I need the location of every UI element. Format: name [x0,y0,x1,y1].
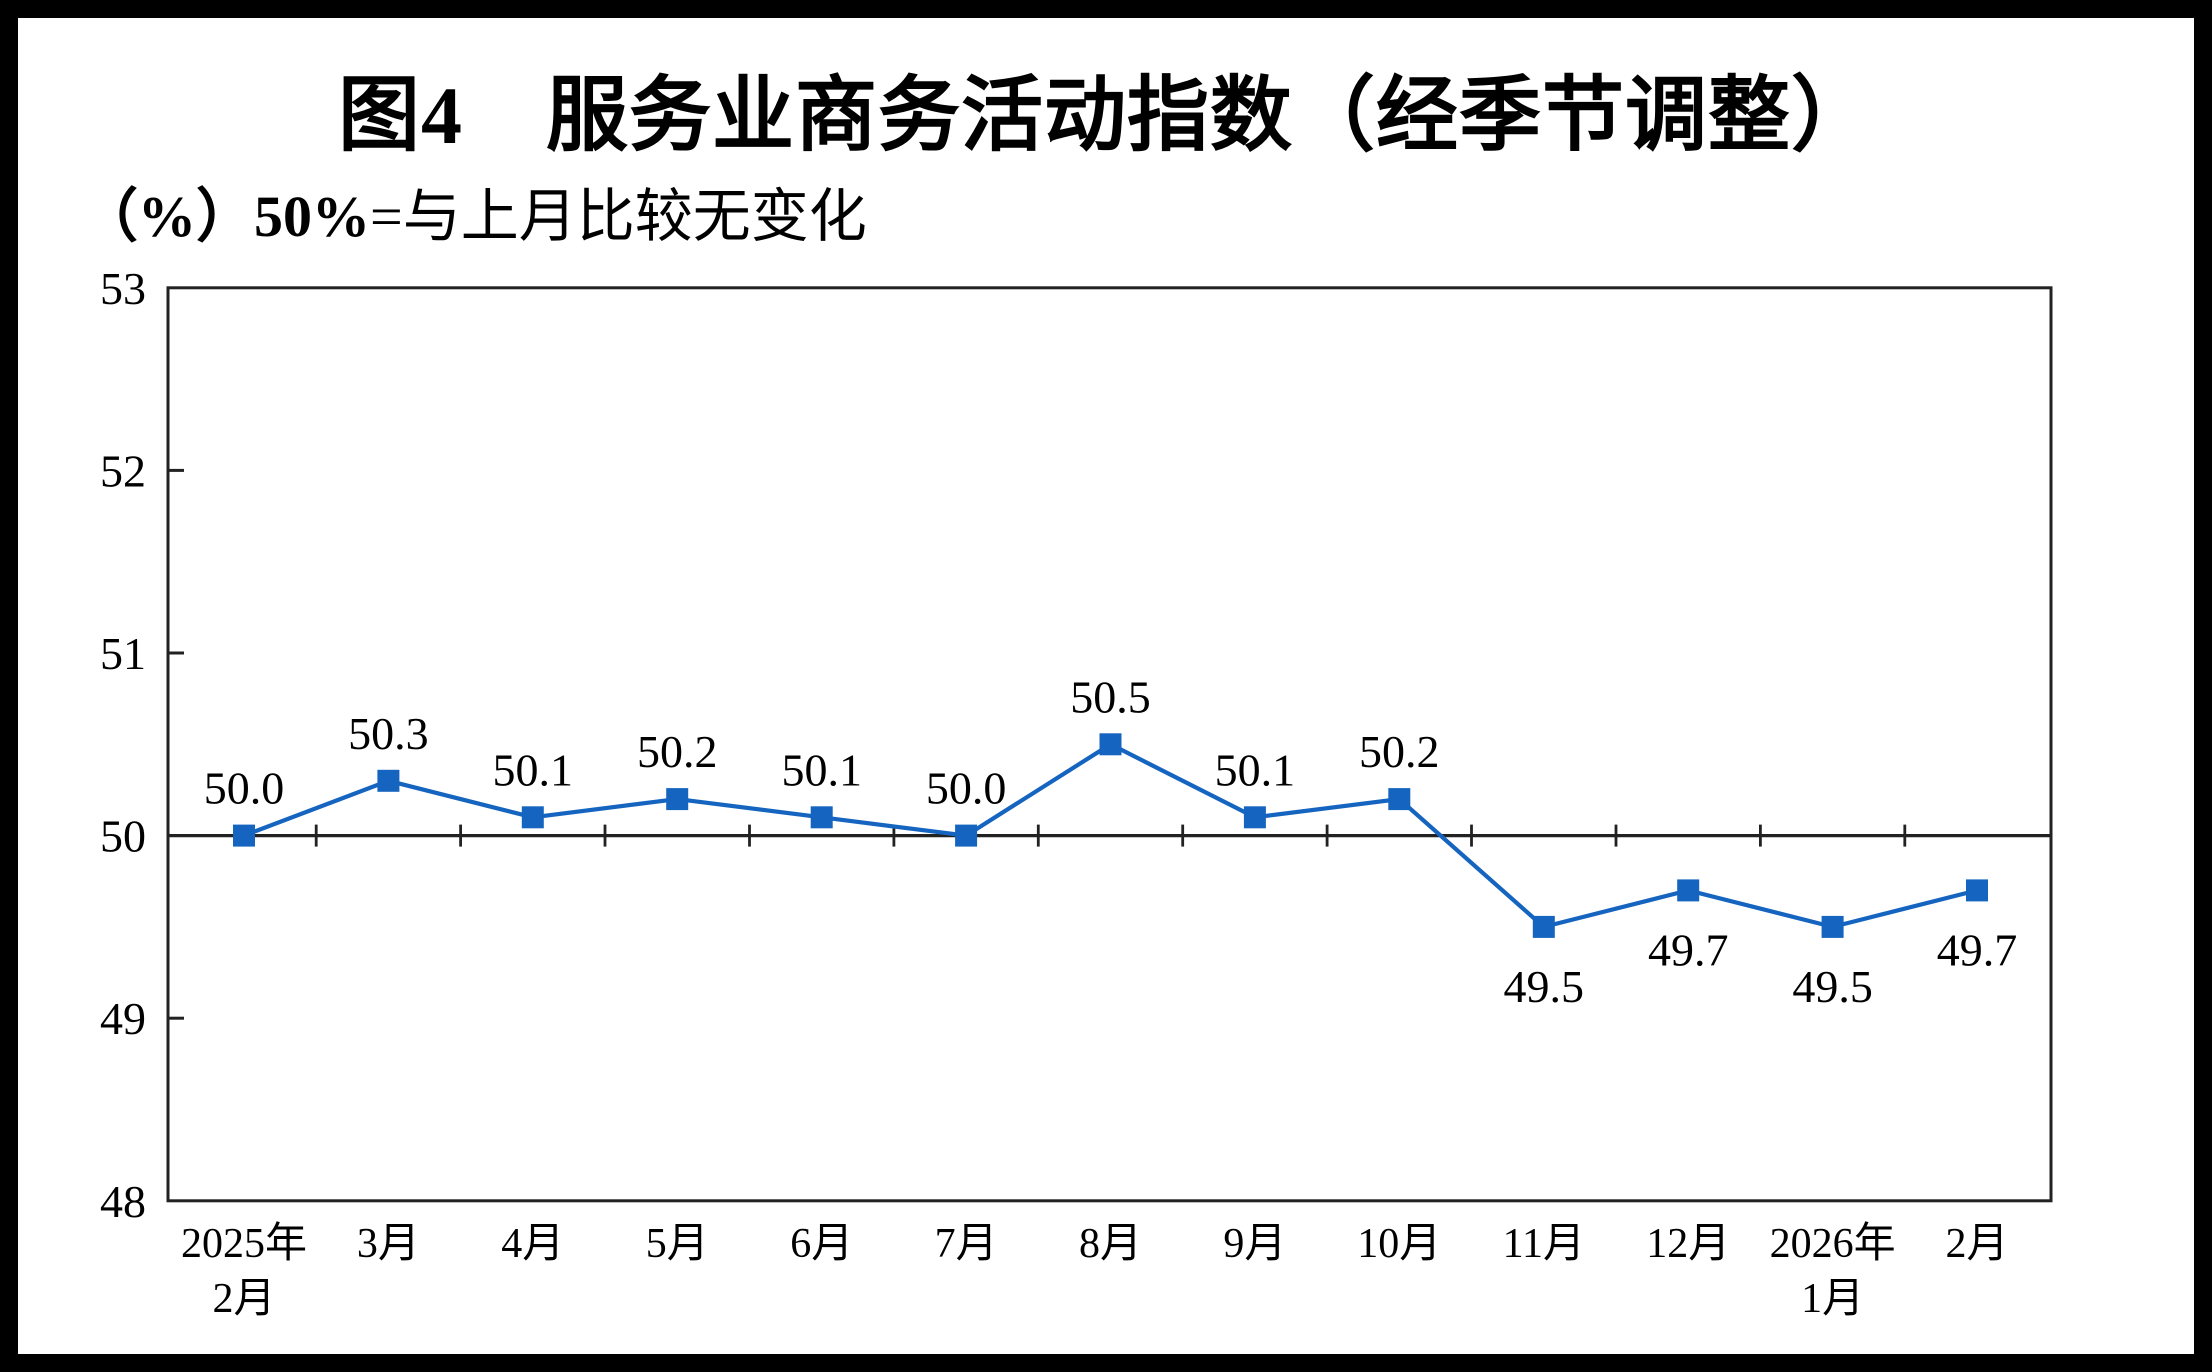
svg-text:50.1: 50.1 [1215,744,1296,795]
svg-text:49.7: 49.7 [1648,924,1729,975]
svg-text:2025年: 2025年 [181,1220,307,1267]
svg-text:50.3: 50.3 [348,708,429,759]
svg-text:51: 51 [100,628,146,679]
svg-text:8月: 8月 [1079,1221,1142,1267]
svg-text:49.5: 49.5 [1504,961,1585,1012]
svg-text:2026年: 2026年 [1770,1220,1896,1267]
svg-text:9月: 9月 [1223,1221,1286,1267]
svg-text:12月: 12月 [1646,1221,1730,1267]
svg-text:53: 53 [100,263,146,314]
svg-text:49.5: 49.5 [1792,961,1873,1012]
svg-text:49.7: 49.7 [1937,924,2018,975]
svg-text:4月: 4月 [501,1221,564,1267]
svg-text:3月: 3月 [357,1221,420,1267]
svg-text:7月: 7月 [935,1221,998,1267]
svg-text:49: 49 [100,993,146,1044]
svg-text:50.5: 50.5 [1070,671,1151,722]
svg-text:1月: 1月 [1801,1276,1864,1322]
svg-text:50.1: 50.1 [781,744,862,795]
svg-text:50.2: 50.2 [637,726,718,777]
svg-text:50.0: 50.0 [926,763,1007,814]
svg-text:52: 52 [100,445,146,496]
svg-text:6月: 6月 [790,1221,853,1267]
svg-text:11月: 11月 [1503,1221,1585,1267]
svg-text:50.0: 50.0 [204,763,285,814]
svg-text:2月: 2月 [212,1276,275,1322]
svg-text:50: 50 [100,811,146,862]
svg-text:50.1: 50.1 [493,744,574,795]
svg-text:2月: 2月 [1945,1221,2008,1267]
svg-text:50.2: 50.2 [1359,726,1440,777]
svg-text:48: 48 [100,1176,146,1227]
svg-text:5月: 5月 [646,1221,709,1267]
svg-text:10月: 10月 [1357,1221,1441,1267]
